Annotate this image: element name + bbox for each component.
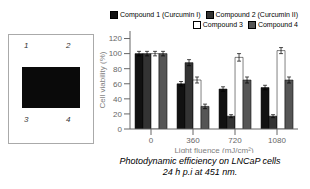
html-text:1: 1 [24,41,29,51]
svg-text:40: 40 [113,95,122,104]
svg-text:60: 60 [113,80,122,89]
html-text:Compound 4: Compound 4 [257,21,298,28]
svg-text:100: 100 [109,49,123,58]
html-text:Compound 3: Compound 3 [202,21,243,28]
svg-text:Light fluence (mJ/cm²): Light fluence (mJ/cm²) [174,146,253,153]
html-text:24 h p.i at 451 nm.: 24 h p.i at 451 nm. [162,167,238,177]
html-text:Compound 1 (Curcumin I): Compound 1 (Curcumin I) [120,11,201,18]
svg-text:80: 80 [113,65,122,74]
svg-text:0: 0 [118,125,123,134]
html-text:Photodynamic efficiency on LNC: Photodynamic efficiency on LNCaP cells [119,156,281,166]
svg-text:20: 20 [113,110,122,119]
html-text:2: 2 [66,41,71,51]
svg-text:Cell viability (%): Cell viability (%) [98,51,107,108]
html-text:4: 4 [66,114,71,124]
html-text:Compound 2 (Curcumin II): Compound 2 (Curcumin II) [215,11,298,18]
svg-text:0: 0 [149,136,154,145]
svg-text:1080: 1080 [268,136,286,145]
svg-text:360: 360 [186,136,200,145]
html-text:3: 3 [24,114,29,124]
svg-text:720: 720 [228,136,242,145]
svg-text:120: 120 [109,34,123,43]
